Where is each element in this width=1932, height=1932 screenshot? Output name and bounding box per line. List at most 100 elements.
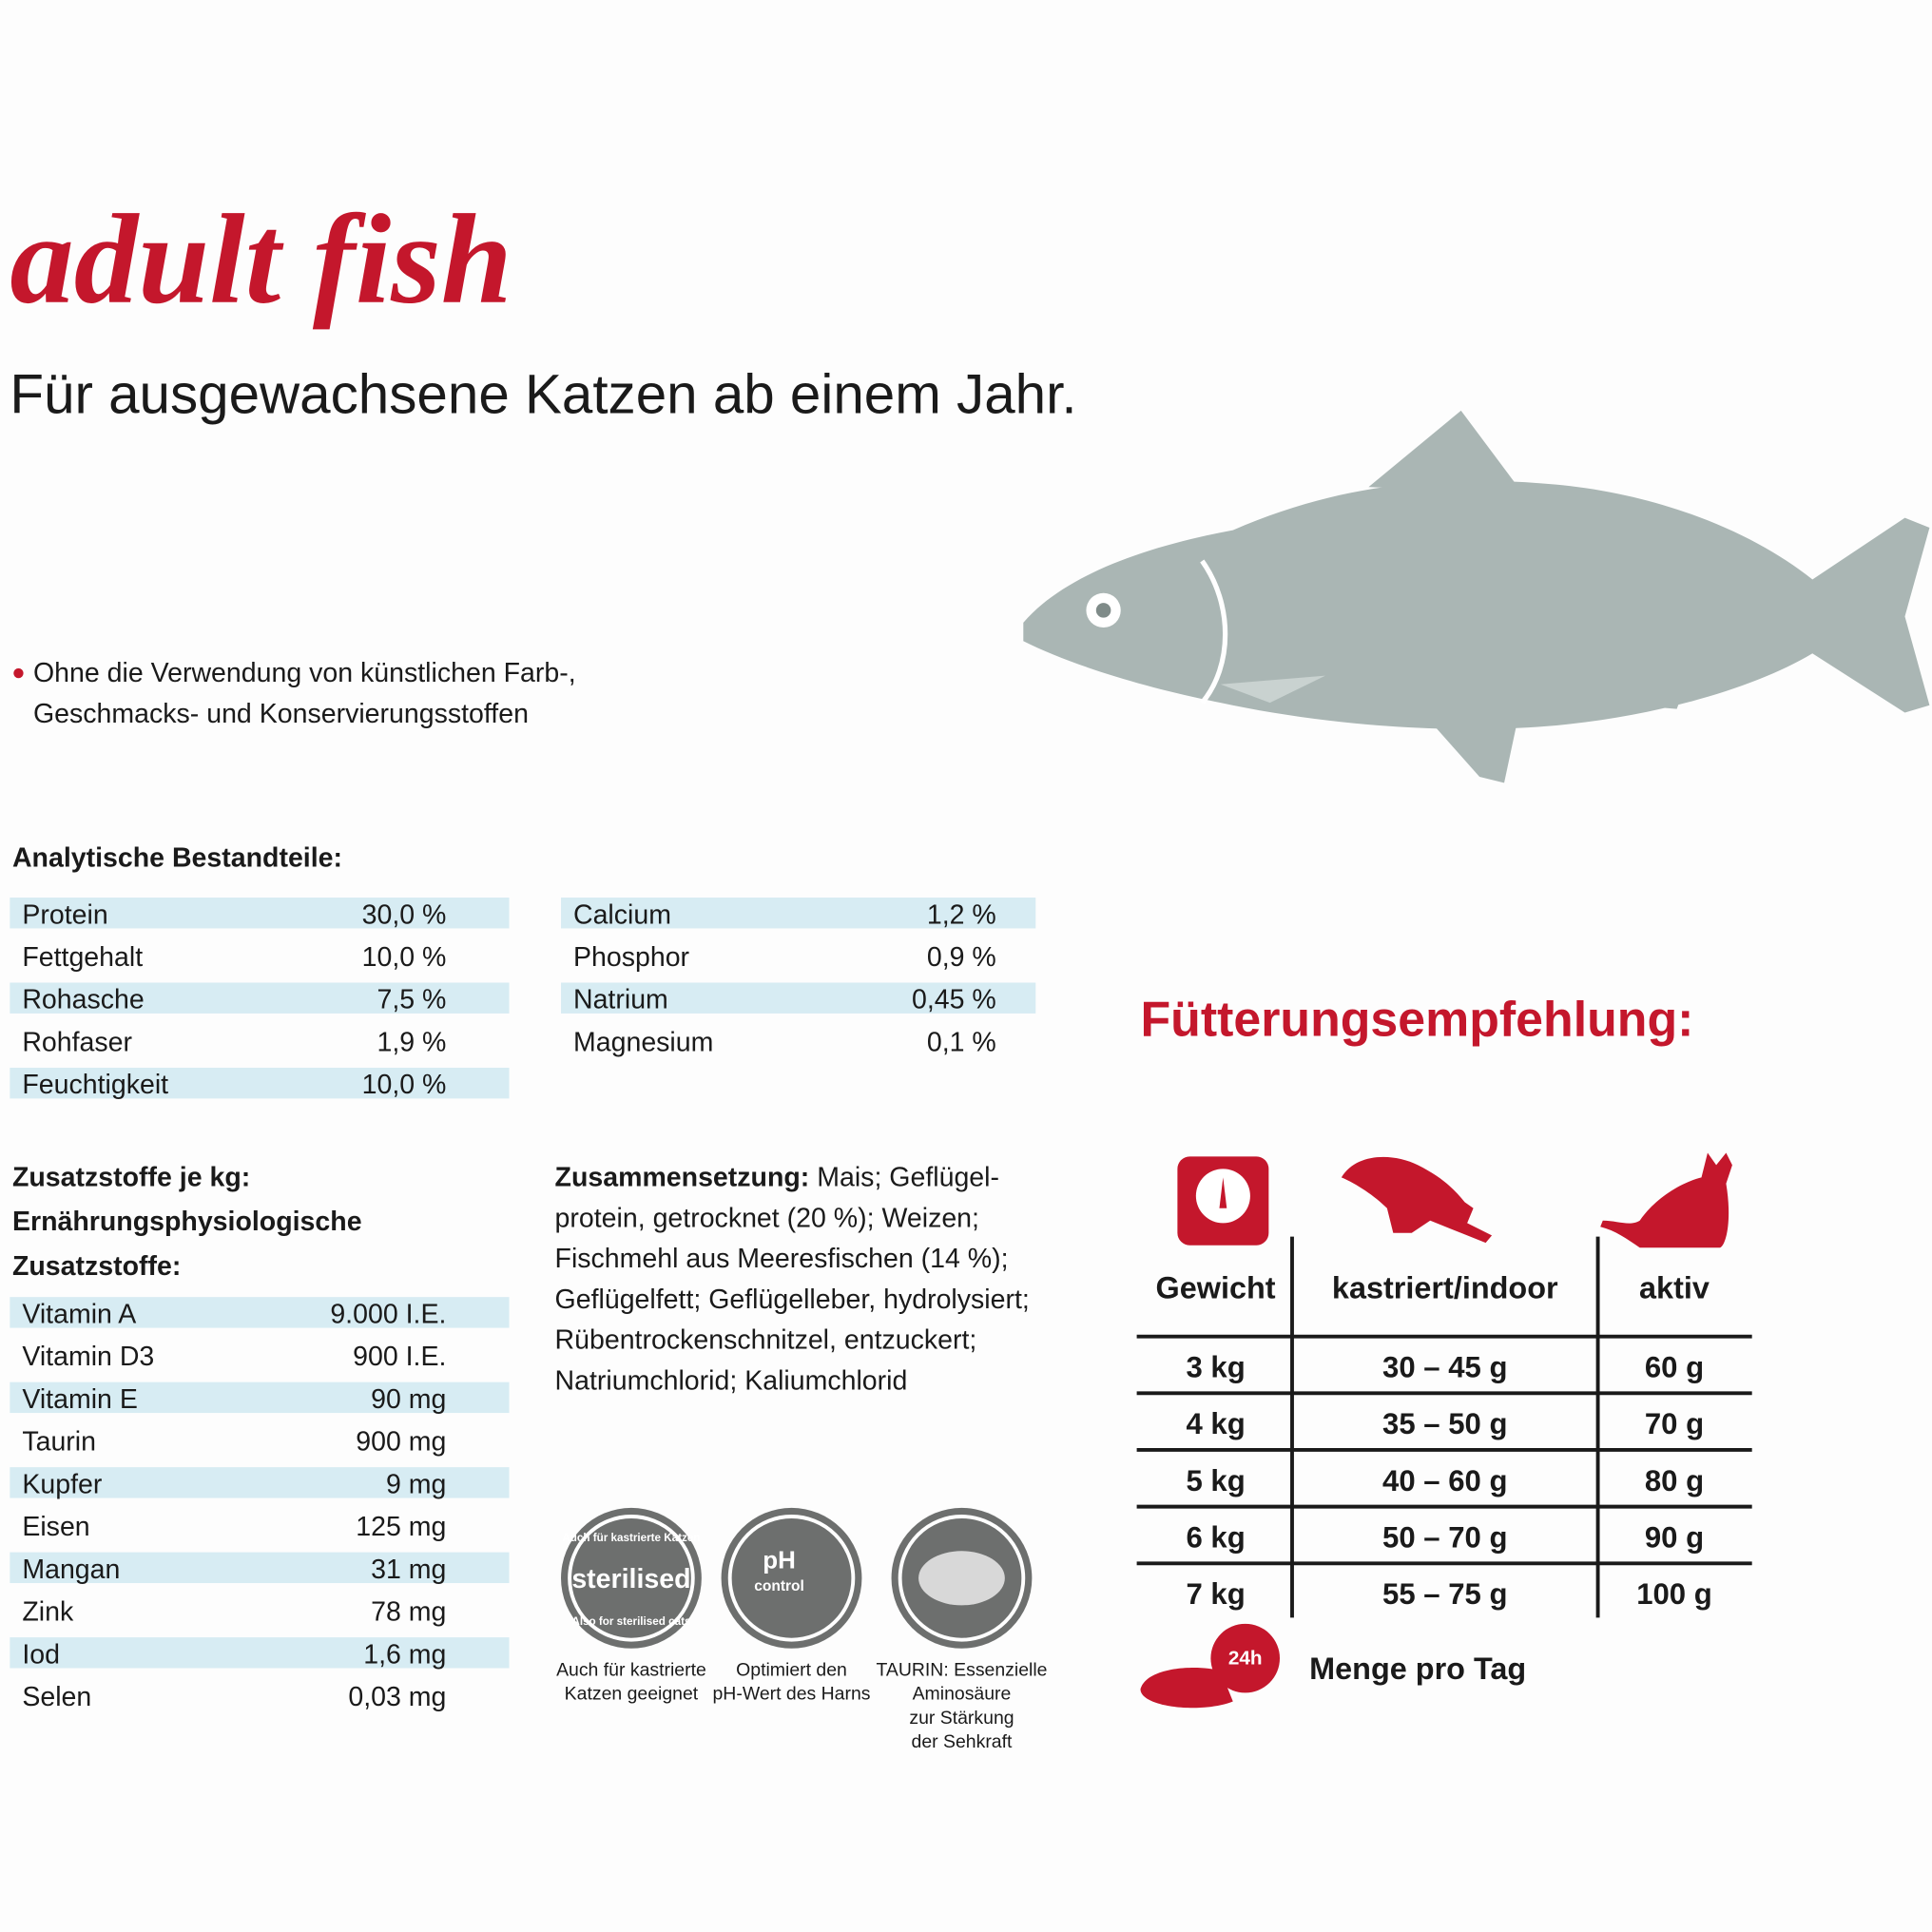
row-value: 1,2 %	[927, 899, 996, 930]
composition-text: protein, getrocknet (20 %); Weizen;	[555, 1203, 979, 1233]
row-label: Kupfer	[22, 1469, 103, 1499]
badge	[561, 1507, 702, 1649]
composition-text: Natriumchlorid; Kaliumchlorid	[555, 1365, 908, 1396]
row-value: 10,0 %	[362, 1070, 447, 1100]
row-value: 0,03 mg	[348, 1682, 446, 1712]
row-value: 125 mg	[356, 1512, 446, 1542]
row-value: 0,45 %	[912, 985, 996, 1015]
badge-caption: Aminosäure	[913, 1684, 1012, 1705]
feeding-cell: 100 g	[1636, 1577, 1712, 1611]
row-shade	[10, 898, 510, 929]
feeding-cell: 7 kg	[1186, 1577, 1245, 1611]
row-label: Natrium	[573, 985, 668, 1015]
section-heading: Analytische Bestandteile:	[12, 843, 342, 874]
row-label: Magnesium	[573, 1027, 713, 1057]
badge-text: Auch für kastrierte Katzen	[562, 1532, 700, 1544]
row-label: Mangan	[22, 1555, 120, 1585]
badge-24h: 24h	[1228, 1648, 1263, 1670]
row-label: Vitamin D3	[22, 1342, 154, 1372]
composition-text: Fischmehl aus Meeresfischen (14 %);	[555, 1244, 1009, 1274]
row-label: Selen	[22, 1682, 91, 1712]
section-heading: Ernährungsphysiologische	[12, 1207, 362, 1237]
row-value: 10,0 %	[362, 942, 447, 973]
composition-line: Rübentrockenschnitzel, entzuckert;	[555, 1325, 977, 1356]
row-value: 78 mg	[371, 1597, 446, 1628]
row-label: Iod	[22, 1639, 60, 1670]
row-value: 1,9 %	[377, 1027, 446, 1057]
row-label: Vitamin A	[22, 1299, 136, 1329]
composition-line: Fischmehl aus Meeresfischen (14 %);	[555, 1244, 1009, 1274]
feeding-cell: 4 kg	[1186, 1407, 1245, 1440]
column-header: Gewicht	[1156, 1270, 1276, 1304]
feeding-cell: 5 kg	[1186, 1464, 1245, 1497]
row-label: Fettgehalt	[22, 942, 143, 973]
feeding-cell: 6 kg	[1186, 1520, 1245, 1554]
row-value: 30,0 %	[362, 899, 447, 930]
section-heading: Zusatzstoffe je kg:	[12, 1162, 250, 1192]
feeding-cell: 60 g	[1645, 1350, 1704, 1383]
row-label: Calcium	[573, 899, 671, 930]
row-value: 9 mg	[386, 1469, 446, 1499]
badge-ring	[898, 1515, 1026, 1642]
row-shade	[10, 982, 510, 1014]
section-heading: Zusatzstoffe:	[12, 1251, 181, 1282]
composition-text: Geflügelfett; Geflügelleber, hydrolysier…	[555, 1285, 1030, 1315]
composition-line: Geflügelfett; Geflügelleber, hydrolysier…	[555, 1285, 1030, 1315]
composition-text: Mais; Geflügel-	[809, 1162, 999, 1192]
feeding-cell: 30 – 45 g	[1382, 1350, 1507, 1383]
row-value: 1,6 mg	[363, 1639, 446, 1670]
badge-caption: Auch für kastrierte	[556, 1659, 706, 1680]
row-shade	[10, 1297, 510, 1328]
badge-ring	[727, 1515, 856, 1642]
badge-caption: Katzen geeignet	[565, 1684, 699, 1705]
bullet-text: Ohne die Verwendung von künstlichen Farb…	[33, 658, 576, 688]
badge-text: Also for sterilised cats	[571, 1615, 690, 1628]
feeding-note: Menge pro Tag	[1309, 1652, 1526, 1686]
row-value: 900 I.E.	[353, 1342, 446, 1372]
row-shade	[10, 1381, 510, 1414]
eye-icon	[918, 1551, 1005, 1606]
row-label: Phosphor	[573, 942, 690, 973]
bullet-dot	[13, 667, 24, 679]
badge-caption: pH-Wert des Harns	[713, 1684, 871, 1705]
row-label: Rohfaser	[22, 1027, 132, 1057]
feeding-icons	[1140, 1152, 1732, 1709]
row-label: Taurin	[22, 1427, 96, 1458]
composition-line: Natriumchlorid; Kaliumchlorid	[555, 1365, 908, 1396]
subtitle: Für ausgewachsene Katzen ab einem Jahr.	[10, 363, 1076, 425]
badge-text: pH	[763, 1547, 796, 1574]
row-shade	[10, 1637, 510, 1669]
composition-line: Zusammensetzung: Mais; Geflügel-	[555, 1162, 999, 1192]
row-label: Zink	[22, 1597, 74, 1628]
row-shade	[10, 1552, 510, 1584]
row-label: Feuchtigkeit	[22, 1070, 168, 1100]
row-label: Eisen	[22, 1512, 89, 1542]
row-shade	[561, 898, 1036, 929]
composition-line: protein, getrocknet (20 %); Weizen;	[555, 1203, 979, 1233]
badge-text: control	[754, 1578, 804, 1594]
row-value: 900 mg	[356, 1427, 446, 1458]
bullet-text: Geschmacks- und Konservierungsstoffen	[33, 699, 529, 729]
feeding-cell: 90 g	[1645, 1520, 1704, 1554]
row-shade	[10, 1467, 510, 1498]
row-shade	[10, 1067, 510, 1099]
row-value: 0,1 %	[927, 1027, 996, 1057]
row-value: 9.000 I.E.	[330, 1299, 446, 1329]
row-value: 90 mg	[371, 1384, 446, 1415]
feeding-cell: 3 kg	[1186, 1350, 1245, 1383]
feeding-cell: 80 g	[1645, 1464, 1704, 1497]
row-value: 7,5 %	[377, 985, 446, 1015]
feeding-cell: 70 g	[1645, 1407, 1704, 1440]
badge-ring	[568, 1515, 695, 1642]
fish-illustration	[1023, 410, 1930, 783]
badge	[721, 1507, 862, 1649]
row-label: Vitamin E	[22, 1384, 138, 1415]
badge-caption: der Sehkraft	[912, 1731, 1013, 1752]
feeding-cell: 40 – 60 g	[1382, 1464, 1507, 1497]
feeding-cell: 50 – 70 g	[1382, 1520, 1507, 1554]
column-header: kastriert/indoor	[1332, 1270, 1558, 1304]
title: adult fish	[10, 189, 512, 331]
feeding-cell: 55 – 75 g	[1382, 1577, 1507, 1611]
